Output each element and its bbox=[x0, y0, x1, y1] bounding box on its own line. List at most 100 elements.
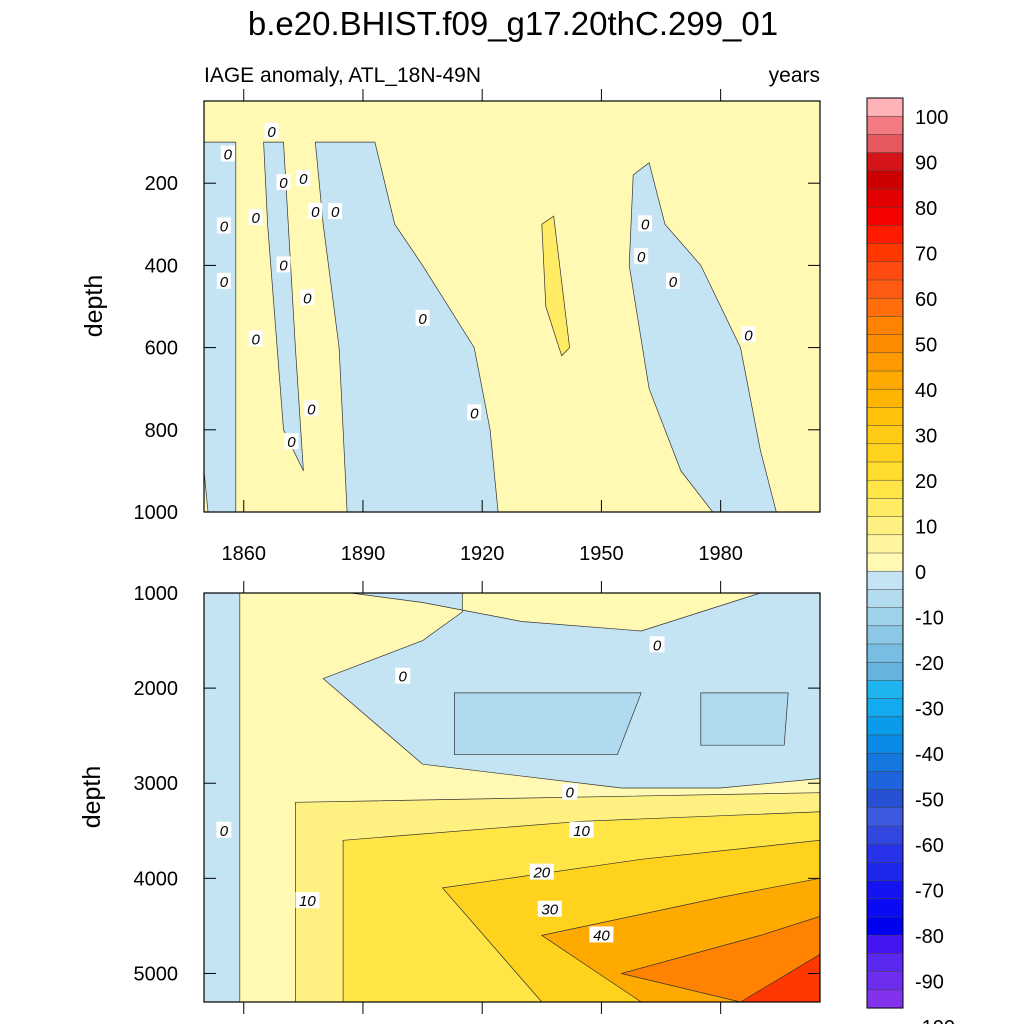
colorbar-swatch bbox=[866, 479, 904, 499]
colorbar-swatch bbox=[866, 461, 904, 481]
contour-label: 30 bbox=[541, 902, 558, 919]
contour-label: 0 bbox=[251, 210, 260, 227]
contour-label-bg bbox=[276, 256, 291, 273]
x-tick-label: 1890 bbox=[341, 543, 386, 565]
colorbar-swatch bbox=[866, 534, 904, 554]
colorbar-swatch bbox=[866, 589, 904, 609]
contour-label-bg bbox=[300, 289, 315, 306]
positive-anomaly-region bbox=[541, 215, 570, 357]
contour-label-bg bbox=[220, 145, 235, 162]
lower-contour-labels: 0 0 0 0 10 20 30 40 10 bbox=[216, 636, 665, 944]
colorbar-label: -100 bbox=[915, 1017, 955, 1024]
colorbar-swatch bbox=[866, 352, 904, 372]
contour-label: 0 bbox=[637, 249, 646, 266]
contour-label-bg bbox=[562, 783, 578, 800]
contour-label-bg bbox=[248, 330, 263, 347]
colorbar-swatch bbox=[866, 934, 904, 954]
contour-label-bg bbox=[665, 272, 680, 289]
colorbar-swatch bbox=[866, 862, 904, 882]
contour-label-bg bbox=[216, 217, 231, 234]
contour-label: 0 bbox=[311, 204, 320, 221]
colorbar-swatch bbox=[866, 388, 904, 408]
colorbar-label: 30 bbox=[915, 426, 937, 448]
colorbar-swatch bbox=[866, 843, 904, 863]
contour-label-bg bbox=[529, 863, 554, 880]
colorbar-swatch bbox=[866, 661, 904, 681]
colorbar-label: -60 bbox=[915, 835, 944, 857]
colorbar-swatch bbox=[866, 825, 904, 845]
colorbar-swatch bbox=[866, 898, 904, 918]
contour-label: 0 bbox=[220, 218, 229, 235]
colorbar-swatch bbox=[866, 607, 904, 627]
colorbar-swatch bbox=[866, 370, 904, 390]
x-tick-label: 1920 bbox=[460, 543, 505, 565]
colorbar-label: 100 bbox=[915, 107, 948, 129]
negative-anomaly-region bbox=[314, 141, 499, 513]
colorbar-swatch bbox=[866, 680, 904, 700]
colorbar-label: -30 bbox=[915, 699, 944, 721]
negative-anomaly-region bbox=[628, 162, 777, 513]
y-tick-label: 2000 bbox=[134, 678, 179, 700]
lower-panel: 0 0 0 0 10 20 30 40 10 1000 2000 3000 4000 5000 dept… bbox=[78, 581, 821, 1014]
colorbar-swatch bbox=[866, 243, 904, 263]
contour-label-bg bbox=[638, 215, 653, 232]
contour-label: 0 bbox=[470, 405, 479, 422]
contour-label: 0 bbox=[565, 785, 574, 802]
colorbar-swatch bbox=[866, 279, 904, 299]
colorbar-swatch bbox=[866, 97, 904, 117]
colorbar-label: -20 bbox=[915, 653, 944, 675]
lower-positive-bands bbox=[295, 792, 821, 1003]
contour-label: 0 bbox=[669, 274, 678, 291]
colorbar-swatch bbox=[866, 916, 904, 936]
x-tick-label: 1860 bbox=[221, 543, 266, 565]
contour-label: 0 bbox=[220, 274, 229, 291]
colorbar-swatch bbox=[866, 971, 904, 991]
colorbar-swatch bbox=[866, 334, 904, 354]
contour-label: 0 bbox=[267, 124, 276, 141]
chart-title: b.e20.BHIST.f09_g17.20thC.299_01 bbox=[248, 5, 778, 42]
contour-label: 0 bbox=[251, 331, 260, 348]
colorbar-swatch bbox=[866, 152, 904, 172]
colorbar-swatch bbox=[866, 570, 904, 590]
colorbar-swatch bbox=[866, 953, 904, 973]
contour-label: 0 bbox=[279, 175, 288, 192]
colorbar-swatch bbox=[866, 316, 904, 336]
contour-label-bg bbox=[308, 202, 323, 219]
lower-negative-regions bbox=[203, 592, 821, 1003]
contour-label: 0 bbox=[220, 823, 229, 840]
colorbar-swatch bbox=[866, 625, 904, 645]
x-tick-label: 1950 bbox=[579, 543, 624, 565]
y-tick-label: 200 bbox=[145, 173, 178, 195]
lower-x-ticks bbox=[243, 581, 722, 1014]
colorbar-swatch bbox=[866, 989, 904, 1009]
colorbar-label: -90 bbox=[915, 972, 944, 994]
contour-label-bg bbox=[467, 404, 482, 421]
upper-y-ticks: 200 400 600 800 1000 bbox=[134, 173, 820, 524]
y-tick-label: 1000 bbox=[134, 502, 179, 524]
y-tick-label: 600 bbox=[145, 338, 178, 360]
colorbar-swatch bbox=[866, 443, 904, 463]
colorbar-swatch bbox=[866, 880, 904, 900]
y-tick-label: 3000 bbox=[134, 773, 179, 795]
deeper-negative-region bbox=[700, 692, 789, 746]
y-tick-label: 5000 bbox=[134, 963, 179, 985]
contour-label-bg bbox=[395, 667, 411, 684]
contour-label: 0 bbox=[331, 204, 340, 221]
contour-label-bg bbox=[415, 309, 430, 326]
colorbar-label: 0 bbox=[915, 562, 926, 584]
lower-panel-frame bbox=[203, 592, 821, 1003]
upper-x-ticks: 1860 1890 1920 1950 1980 bbox=[221, 89, 743, 565]
colorbar-swatch bbox=[866, 807, 904, 827]
colorbar-swatch bbox=[866, 643, 904, 663]
colorbar-swatch bbox=[866, 498, 904, 518]
contour-label: 0 bbox=[287, 434, 296, 451]
colorbar-label: 80 bbox=[915, 198, 937, 220]
contour-label-bg bbox=[248, 209, 263, 226]
colorbar-swatch bbox=[866, 771, 904, 791]
x-tick-label: 1980 bbox=[698, 543, 743, 565]
contour-label: 0 bbox=[279, 257, 288, 274]
contour-label-bg bbox=[216, 272, 231, 289]
colorbar-label: -80 bbox=[915, 926, 944, 948]
